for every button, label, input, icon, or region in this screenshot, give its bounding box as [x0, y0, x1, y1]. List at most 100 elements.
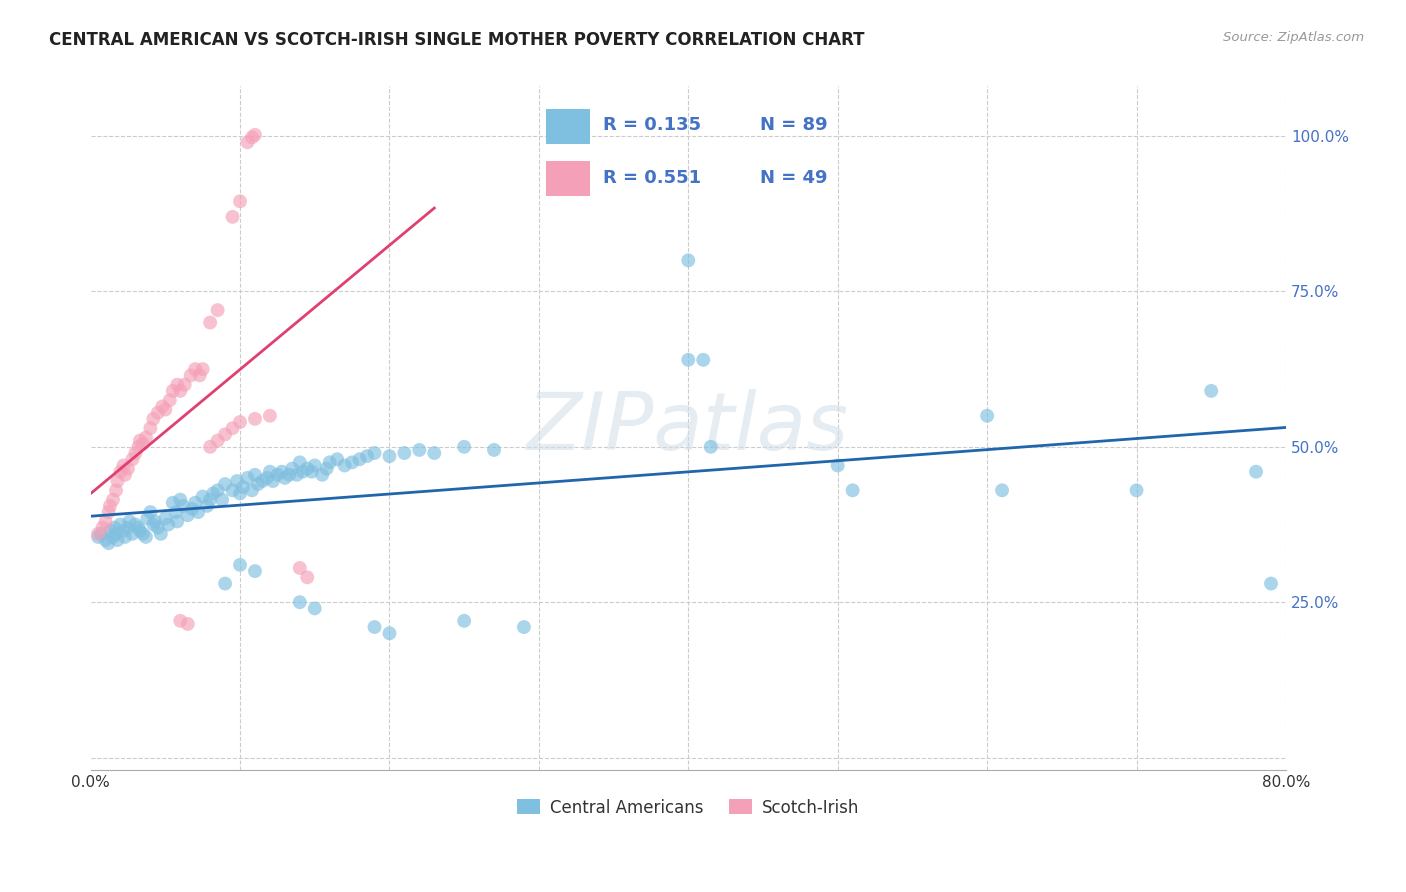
Point [135, 430, 157, 444]
Point [188, 368, 211, 383]
Point [243, 128, 266, 142]
Point [191, 362, 214, 376]
Point [159, 393, 181, 408]
Point [408, 442, 430, 457]
Point [118, 515, 141, 529]
Point [121, 452, 143, 467]
Point [132, 436, 155, 450]
Point [177, 616, 200, 631]
Point [278, 467, 301, 482]
Point [333, 458, 356, 473]
Point [98, 499, 121, 513]
Point [270, 465, 292, 479]
Point [259, 465, 281, 479]
Point [132, 526, 155, 541]
Point [198, 492, 221, 507]
Point [229, 194, 252, 209]
Point [165, 505, 187, 519]
Point [195, 499, 218, 513]
Point [166, 515, 188, 529]
Point [259, 409, 281, 423]
Point [90, 526, 112, 541]
Point [136, 511, 159, 525]
Point [991, 483, 1014, 498]
Point [94, 515, 117, 529]
Point [146, 406, 169, 420]
Point [513, 620, 536, 634]
Point [149, 526, 172, 541]
Point [107, 533, 129, 547]
Point [101, 530, 124, 544]
Point [107, 474, 129, 488]
Point [177, 508, 200, 523]
Point [281, 461, 304, 475]
Point [236, 471, 259, 485]
Point [110, 465, 132, 479]
Point [94, 533, 117, 547]
Point [976, 409, 998, 423]
Point [229, 558, 252, 572]
Point [172, 499, 194, 513]
Point [221, 210, 243, 224]
Point [157, 517, 180, 532]
Point [146, 520, 169, 534]
Point [129, 524, 152, 538]
Point [363, 620, 385, 634]
Point [91, 520, 114, 534]
Point [315, 461, 337, 475]
Point [150, 400, 173, 414]
Point [240, 130, 263, 145]
Point [97, 536, 120, 550]
Point [112, 524, 135, 538]
Point [423, 446, 446, 460]
Point [162, 384, 184, 398]
Point [124, 517, 146, 532]
Point [114, 530, 136, 544]
Point [221, 421, 243, 435]
Point [262, 474, 284, 488]
Point [229, 415, 252, 429]
Point [187, 505, 209, 519]
Point [318, 455, 340, 469]
Point [356, 449, 378, 463]
Point [191, 490, 214, 504]
Point [103, 520, 125, 534]
Point [288, 595, 311, 609]
Legend: Central Americans, Scotch-Irish: Central Americans, Scotch-Irish [510, 792, 866, 823]
Point [311, 467, 333, 482]
Point [301, 465, 323, 479]
Point [285, 467, 308, 482]
Point [243, 467, 266, 482]
Point [155, 511, 177, 525]
Point [453, 614, 475, 628]
Point [394, 446, 416, 460]
Point [266, 467, 288, 482]
Point [184, 362, 207, 376]
Point [288, 455, 311, 469]
Point [202, 486, 225, 500]
Point [97, 505, 120, 519]
Point [1244, 465, 1267, 479]
Point [214, 427, 236, 442]
Point [378, 626, 401, 640]
Point [363, 446, 385, 460]
Point [1260, 576, 1282, 591]
Point [142, 412, 165, 426]
Point [155, 402, 177, 417]
Point [207, 434, 229, 448]
Point [166, 377, 188, 392]
Point [207, 483, 229, 498]
Point [169, 384, 191, 398]
Point [232, 480, 254, 494]
Point [340, 455, 363, 469]
Point [105, 526, 128, 541]
Point [87, 530, 110, 544]
Point [291, 465, 314, 479]
Point [827, 458, 849, 473]
Point [169, 492, 191, 507]
Point [1199, 384, 1222, 398]
Point [226, 474, 249, 488]
Point [127, 440, 149, 454]
Point [236, 136, 259, 150]
Point [378, 449, 401, 463]
